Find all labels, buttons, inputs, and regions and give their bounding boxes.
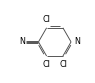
Text: Cl: Cl — [42, 60, 50, 69]
Text: N: N — [74, 37, 80, 46]
Text: N: N — [19, 37, 25, 46]
Text: Cl: Cl — [60, 60, 67, 69]
Text: Cl: Cl — [42, 15, 50, 24]
